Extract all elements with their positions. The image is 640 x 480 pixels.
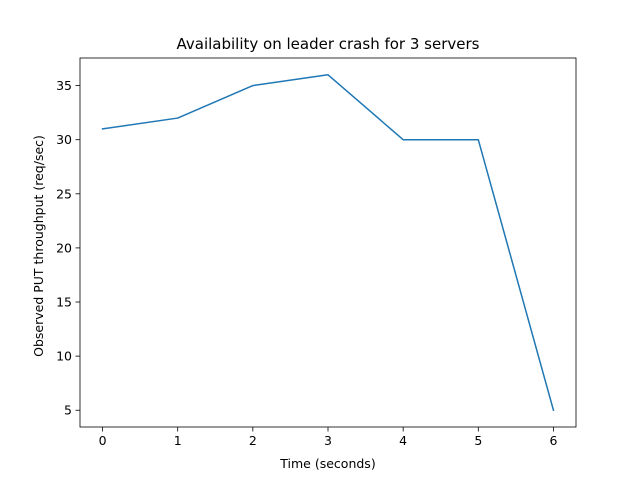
x-tick-label-1: 1 (174, 433, 182, 448)
y-tick-label-10: 10 (56, 349, 72, 364)
chart-title: Availability on leader crash for 3 serve… (177, 35, 480, 53)
x-tick-label-3: 3 (324, 433, 332, 448)
x-tick-label-6: 6 (549, 433, 557, 448)
y-tick-label-5: 5 (64, 403, 72, 418)
y-axis-label: Observed PUT throughput (req/sec) (31, 135, 46, 357)
y-tick-label-30: 30 (56, 132, 72, 147)
y-tick-label-15: 15 (56, 295, 72, 310)
y-tick-label-25: 25 (56, 186, 72, 201)
x-axis-label: Time (seconds) (279, 456, 375, 471)
plot-area: 0 1 2 3 4 5 6 5 10 15 20 25 30 35 (56, 57, 577, 448)
x-tick-label-2: 2 (249, 433, 257, 448)
series-line-0 (101, 74, 555, 412)
x-tick-label-5: 5 (474, 433, 482, 448)
x-tick-label-4: 4 (399, 433, 407, 448)
y-tick-label-20: 20 (56, 240, 72, 255)
y-tick-label-35: 35 (56, 78, 72, 93)
axes-frame (79, 57, 577, 428)
x-tick-label-0: 0 (99, 433, 107, 448)
